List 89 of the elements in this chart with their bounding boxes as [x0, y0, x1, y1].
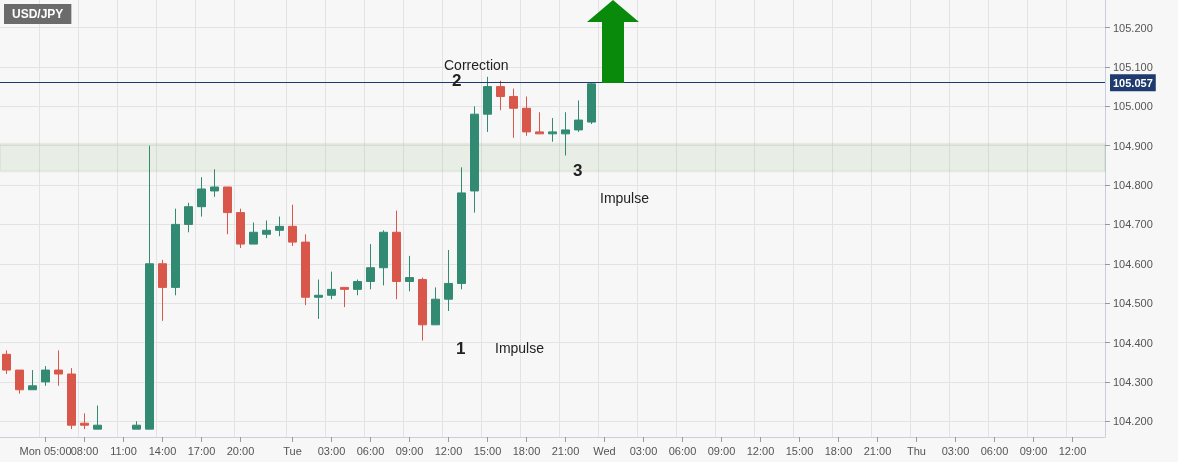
x-tick-label: 18:00 [512, 444, 541, 457]
candlestick [158, 259, 167, 322]
candlestick [418, 277, 427, 342]
candlestick [405, 255, 414, 292]
candlestick [431, 286, 440, 326]
x-tick-label: 12:00 [746, 444, 775, 457]
x-tick-label: 12:00 [1058, 444, 1087, 457]
x-tick-label: 09:00 [707, 444, 736, 457]
ref-line-label: 105.057 [1113, 76, 1153, 89]
candlestick [496, 80, 505, 111]
x-tick-label: 03:00 [629, 444, 658, 457]
candlestick [262, 219, 271, 239]
candlestick [28, 369, 37, 391]
candlestick [483, 76, 492, 133]
y-tick-label: 104.200 [1113, 415, 1153, 428]
annotation: Impulse [600, 190, 650, 206]
candlestick [132, 420, 141, 430]
y-tick-label: 104.900 [1113, 139, 1153, 152]
y-tick-label: 105.100 [1113, 60, 1153, 73]
annotation: 1 [456, 339, 466, 358]
candlestick [67, 367, 76, 430]
candlestick [470, 105, 479, 214]
candlestick [223, 186, 232, 235]
candlestick [314, 279, 323, 320]
x-tick-label: 15:00 [785, 444, 814, 457]
x-tick-label: 03:00 [317, 444, 346, 457]
candlestick [535, 111, 544, 135]
candlestick [561, 111, 570, 157]
x-tick-label: 17:00 [187, 444, 216, 457]
candlestick [509, 88, 518, 139]
x-tick-label: 14:00 [148, 444, 177, 457]
y-tick-label: 104.300 [1113, 375, 1153, 388]
candlestick [236, 208, 245, 249]
y-tick-label: 104.500 [1113, 297, 1153, 310]
candlestick [197, 176, 206, 218]
candlestick [275, 216, 284, 237]
x-tick-label: 06:00 [668, 444, 697, 457]
candlestick [587, 82, 596, 125]
candlestick [54, 349, 63, 387]
y-tick-label: 105.000 [1113, 100, 1153, 113]
candlestick [184, 202, 193, 233]
x-tick-label: 03:00 [941, 444, 970, 457]
x-tick-label: 21:00 [551, 444, 580, 457]
x-tick-label: Mon 05:00 [19, 444, 72, 457]
annotation: Impulse [495, 340, 545, 356]
y-tick-label: 104.400 [1113, 336, 1153, 349]
y-tick-label: 104.600 [1113, 257, 1153, 270]
candlestick [145, 145, 154, 430]
candlestick [41, 365, 50, 387]
candlestick [2, 349, 11, 375]
candlestick [366, 243, 375, 290]
x-tick-label: Thu [907, 444, 926, 457]
x-tick-label: Wed [593, 444, 616, 457]
annotation: 3 [573, 161, 583, 180]
candlestick [249, 221, 258, 245]
candlestick [457, 166, 466, 290]
x-tick-label: 18:00 [824, 444, 853, 457]
text: USD/JPY [12, 7, 64, 21]
candlestick [210, 168, 219, 198]
x-tick-label: 08:00 [70, 444, 99, 457]
candlestick [444, 249, 453, 312]
candlestick [80, 412, 89, 430]
x-tick-label: Tue [283, 444, 302, 457]
annotation: Correction [444, 57, 509, 73]
candlestick [327, 271, 336, 300]
x-tick-label: 20:00 [226, 444, 255, 457]
y-tick-label: 104.700 [1113, 218, 1153, 231]
x-tick-label: 06:00 [356, 444, 385, 457]
candlestick [353, 279, 362, 296]
x-tick-label: 11:00 [110, 444, 137, 457]
x-tick-label: 09:00 [1019, 444, 1048, 457]
x-tick-label: 09:00 [395, 444, 424, 457]
candlestick [301, 233, 310, 306]
candlestick [171, 208, 180, 296]
candlestick [93, 405, 102, 430]
x-tick-label: 15:00 [473, 444, 502, 457]
x-tick-label: 21:00 [863, 444, 892, 457]
y-tick-label: 104.800 [1113, 179, 1153, 192]
candlestick [15, 369, 24, 395]
candlestick [379, 229, 388, 286]
candlestick [288, 204, 297, 247]
candlestick [548, 117, 557, 143]
y-tick-label: 105.200 [1113, 21, 1153, 34]
candlestick [574, 99, 583, 133]
x-tick-label: 06:00 [980, 444, 1009, 457]
candlestick [522, 95, 531, 137]
x-tick-label: 12:00 [434, 444, 463, 457]
candlestick [340, 286, 349, 308]
candlestick [392, 210, 401, 300]
